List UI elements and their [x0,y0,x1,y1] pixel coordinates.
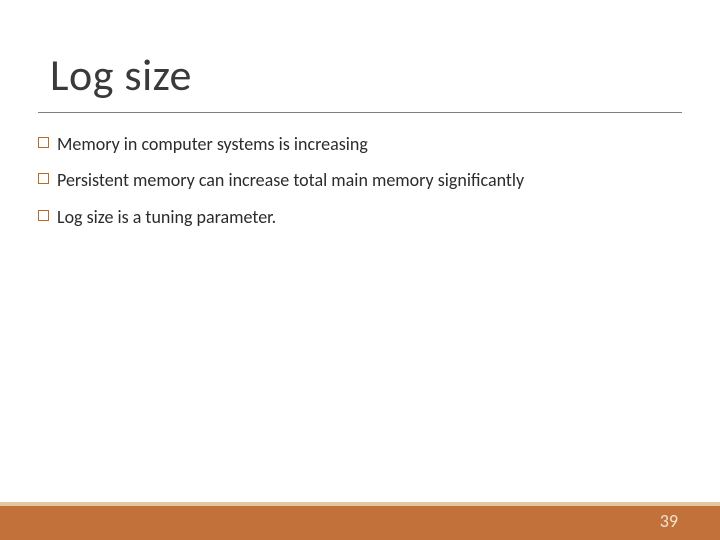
slide-title: Log size [50,48,192,102]
bullet-text: Persistent memory can increase total mai… [57,168,682,192]
page-number: 39 [660,510,678,532]
slide: Log size Memory in computer systems is i… [0,0,720,540]
footer-main: 39 [0,506,720,540]
list-item: Log size is a tuning parameter. [38,205,682,229]
footer-bar: 39 [0,502,720,540]
bullet-list: Memory in computer systems is increasing… [38,132,682,241]
list-item: Memory in computer systems is increasing [38,132,682,156]
title-underline [38,112,682,113]
bullet-text: Memory in computer systems is increasing [57,132,682,156]
checkbox-bullet-icon [38,210,49,221]
list-item: Persistent memory can increase total mai… [38,168,682,192]
checkbox-bullet-icon [38,173,49,184]
bullet-text: Log size is a tuning parameter. [57,205,682,229]
checkbox-bullet-icon [38,137,49,148]
